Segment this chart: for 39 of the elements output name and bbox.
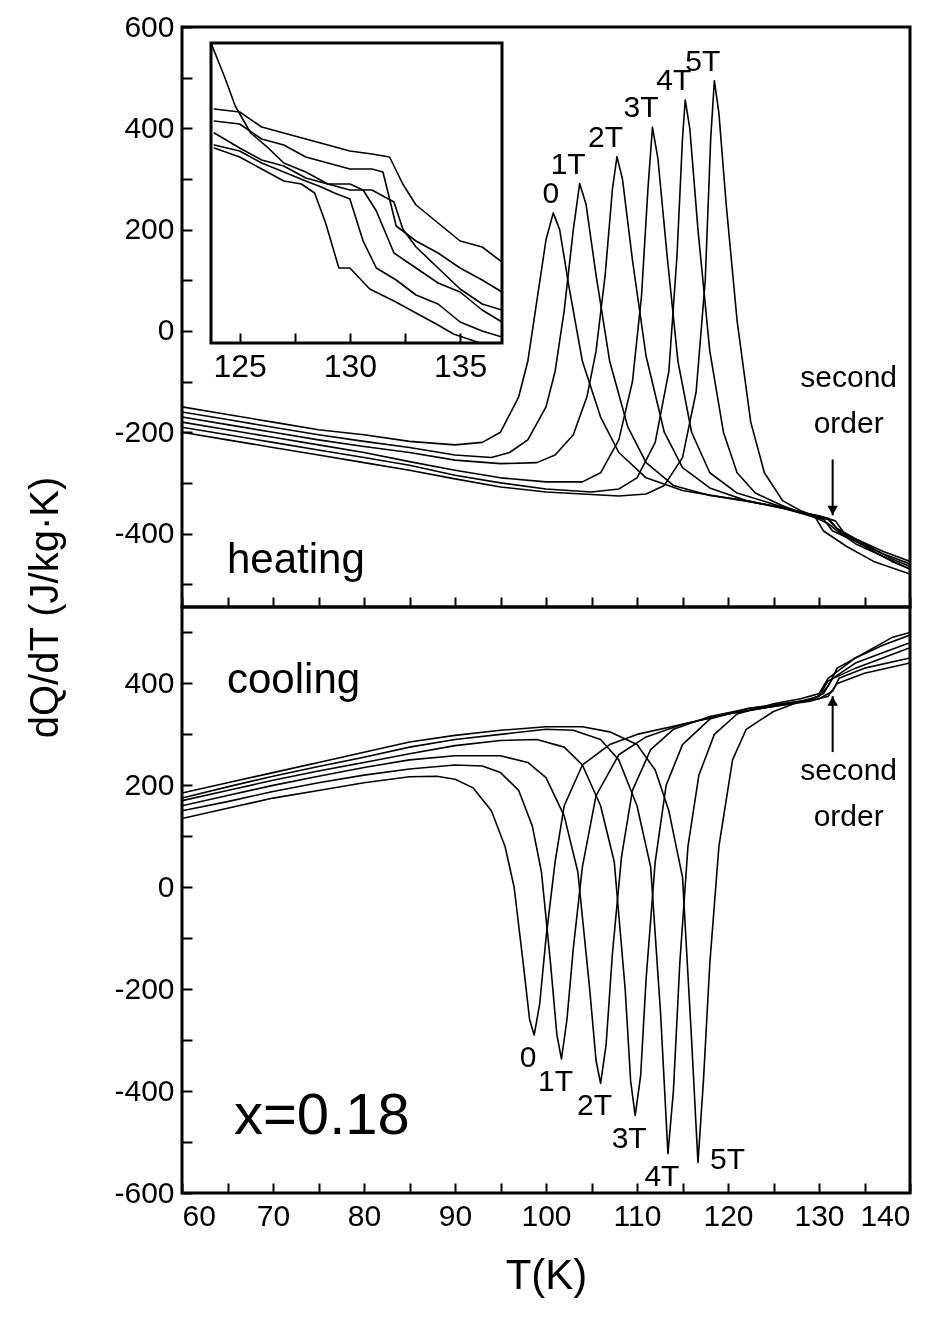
series-label: 4T <box>644 1158 680 1192</box>
y-tick-label: -200 <box>114 414 175 448</box>
annotation: cooling <box>227 655 361 702</box>
series-label: 5T <box>709 1142 745 1176</box>
series-label: 0 <box>519 1040 537 1074</box>
x-tick-label: 135 <box>433 347 488 384</box>
x-tick-label: 130 <box>323 347 378 384</box>
x-tick-label: 125 <box>213 347 267 384</box>
x-tick-label: 90 <box>438 1198 473 1232</box>
y-tick-label: 400 <box>124 665 175 699</box>
series-label: 1T <box>537 1063 573 1097</box>
y-tick-label: 200 <box>124 767 175 801</box>
y-tick-label: -400 <box>114 516 175 550</box>
annotation: second order <box>800 360 898 440</box>
annotation: x=0.18 <box>234 1081 410 1146</box>
annotation: heating <box>227 535 365 582</box>
x-tick-label: 60 <box>182 1198 216 1232</box>
y-tick-label: 0 <box>157 313 175 347</box>
y-tick-label: -600 <box>114 1175 175 1209</box>
annotation: second order <box>800 753 898 833</box>
series-label: 3T <box>611 1120 647 1154</box>
y-tick-label: -200 <box>114 971 175 1005</box>
y-tick-label: 200 <box>124 212 175 246</box>
x-tick-label: 80 <box>347 1198 382 1232</box>
x-axis-title: T(K) <box>505 1250 588 1298</box>
y-tick-label: -400 <box>114 1073 175 1107</box>
y-axis-title: dQ/dT (J/kg·K) <box>21 476 66 739</box>
y-tick-label: 600 <box>124 9 175 43</box>
x-tick-label: 140 <box>860 1198 911 1232</box>
series-label: 3T <box>623 90 659 124</box>
x-tick-label: 120 <box>703 1198 754 1232</box>
y-tick-label: 400 <box>124 110 175 144</box>
x-tick-label: 70 <box>256 1198 291 1232</box>
x-tick-label: 130 <box>794 1198 845 1232</box>
series-label: 2T <box>577 1088 613 1122</box>
y-tick-label: 0 <box>157 869 175 903</box>
x-tick-label: 100 <box>521 1198 572 1232</box>
x-tick-label: 110 <box>613 1198 662 1232</box>
series-label: 2T <box>587 119 623 153</box>
